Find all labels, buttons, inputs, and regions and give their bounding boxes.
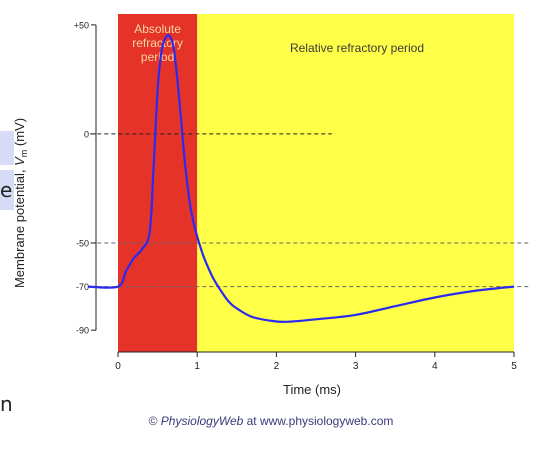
credit-brand: PhysiologyWeb: [160, 414, 244, 428]
region-label-line: Relative refractory period: [290, 41, 424, 55]
y-tick-label: -90: [76, 326, 89, 336]
x-tick-label: 4: [432, 361, 438, 372]
y-tick-label: -50: [76, 238, 89, 248]
copyright-symbol: ©: [148, 414, 158, 428]
axes: +50 0 -50 -70 -90 0 1 2 3 4 5: [74, 20, 518, 372]
x-axis-label: Time (ms): [283, 382, 341, 397]
relative-refractory-region: [197, 14, 514, 352]
cropped-highlight-box: [0, 170, 14, 210]
x-tick-label: 3: [353, 361, 359, 372]
cropped-text-fragment: n: [0, 392, 13, 416]
region-label-line: refractory: [132, 36, 183, 50]
y-tick-label: -70: [76, 282, 89, 292]
refractory-regions: [118, 14, 514, 352]
reference-lines: [90, 133, 530, 288]
action-potential-trace: [87, 34, 515, 323]
y-tick-label: 0: [84, 129, 89, 139]
credit-text: at www.physiologyweb.com: [243, 414, 394, 428]
region-label-line: period: [141, 50, 174, 64]
region-label-line: Absolute: [134, 22, 181, 36]
x-tick-label: 2: [274, 361, 280, 372]
x-tick-label: 5: [511, 361, 517, 372]
cropped-highlight-box: [0, 131, 14, 165]
series-line: [87, 34, 515, 323]
cropped-text-fragment: e: [0, 178, 13, 202]
x-tick-label: 1: [194, 361, 200, 372]
y-tick-label: +50: [74, 20, 89, 30]
x-tick-label: 0: [115, 361, 121, 372]
y-axis-label: Membrane potential, Vm (mV): [12, 118, 29, 288]
copyright-credit: © PhysiologyWeb at www.physiologyweb.com: [0, 414, 542, 428]
absolute-refractory-region: [118, 14, 198, 352]
